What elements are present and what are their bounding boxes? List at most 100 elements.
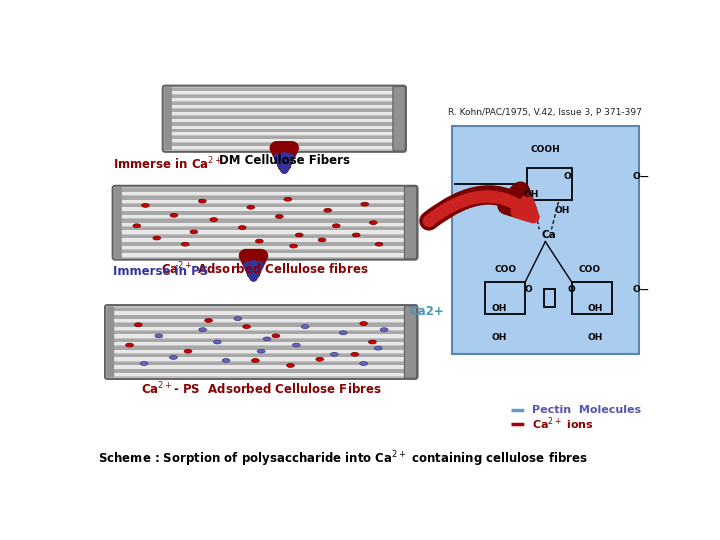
Text: O: O: [567, 286, 575, 294]
Bar: [118, 231, 412, 234]
Bar: [110, 315, 412, 319]
Bar: [110, 369, 412, 373]
Ellipse shape: [140, 362, 148, 366]
Bar: [168, 123, 400, 125]
Bar: [168, 88, 400, 91]
Ellipse shape: [184, 349, 192, 353]
Ellipse shape: [333, 224, 340, 228]
Text: Immerse in Ca$^{2+}$: Immerse in Ca$^{2+}$: [113, 156, 223, 172]
FancyBboxPatch shape: [393, 86, 405, 151]
Ellipse shape: [243, 325, 251, 328]
Bar: [110, 350, 412, 353]
Bar: [118, 222, 412, 226]
Bar: [544, 289, 554, 307]
Bar: [118, 196, 412, 200]
Ellipse shape: [190, 230, 198, 234]
Ellipse shape: [360, 362, 367, 366]
Text: O—: O—: [632, 286, 649, 294]
Text: OH: OH: [492, 303, 507, 313]
Bar: [110, 327, 412, 330]
Ellipse shape: [324, 208, 332, 212]
Ellipse shape: [135, 323, 142, 327]
Text: COOH: COOH: [531, 145, 560, 153]
Bar: [118, 234, 412, 238]
Bar: [168, 112, 400, 115]
Bar: [168, 105, 400, 108]
Ellipse shape: [126, 343, 133, 347]
Bar: [168, 109, 400, 112]
Bar: [110, 331, 412, 334]
Text: O: O: [563, 172, 571, 181]
Ellipse shape: [238, 226, 246, 230]
Bar: [168, 143, 400, 146]
Ellipse shape: [375, 242, 383, 246]
Text: Ca$^{2+}$ ions: Ca$^{2+}$ ions: [532, 415, 594, 432]
Ellipse shape: [222, 359, 230, 362]
Ellipse shape: [330, 353, 338, 356]
Bar: [118, 188, 412, 192]
FancyArrowPatch shape: [429, 197, 534, 221]
Text: OH: OH: [523, 190, 539, 199]
Ellipse shape: [170, 213, 178, 217]
Bar: [485, 282, 526, 314]
Bar: [168, 119, 400, 122]
Bar: [118, 250, 412, 253]
Ellipse shape: [251, 359, 259, 362]
Text: COO: COO: [494, 265, 516, 274]
Bar: [168, 146, 400, 149]
Bar: [168, 132, 400, 136]
Ellipse shape: [360, 322, 367, 326]
Ellipse shape: [204, 319, 212, 322]
Ellipse shape: [361, 202, 369, 206]
Ellipse shape: [301, 325, 309, 328]
Bar: [110, 319, 412, 322]
Ellipse shape: [352, 233, 360, 237]
Text: Ca: Ca: [542, 231, 557, 240]
Ellipse shape: [318, 238, 326, 242]
Bar: [110, 308, 412, 311]
Bar: [110, 354, 412, 357]
Text: Immerse in PS: Immerse in PS: [113, 265, 209, 278]
Bar: [572, 282, 611, 314]
FancyBboxPatch shape: [405, 306, 417, 378]
Text: Ca$^{2+}$ Adsorbed Cellulose fibres: Ca$^{2+}$ Adsorbed Cellulose fibres: [161, 261, 369, 278]
Ellipse shape: [272, 334, 279, 338]
Text: Ca$^{2+}$- PS  Adsorbed Cellulose Fibres: Ca$^{2+}$- PS Adsorbed Cellulose Fibres: [141, 381, 382, 397]
Bar: [118, 219, 412, 222]
Ellipse shape: [289, 244, 297, 248]
Bar: [168, 98, 400, 101]
Bar: [110, 357, 412, 361]
FancyBboxPatch shape: [452, 126, 639, 354]
Bar: [168, 102, 400, 105]
Ellipse shape: [264, 337, 271, 341]
Ellipse shape: [210, 218, 217, 221]
Text: Pectin  Molecules: Pectin Molecules: [532, 405, 642, 415]
Ellipse shape: [133, 224, 140, 228]
Bar: [118, 253, 412, 257]
Text: R. Kohn/PAC/1975, V.42, Issue 3, P 371-397: R. Kohn/PAC/1975, V.42, Issue 3, P 371-3…: [449, 108, 642, 117]
Bar: [110, 373, 412, 376]
Ellipse shape: [292, 343, 300, 347]
FancyBboxPatch shape: [112, 186, 418, 260]
Text: COO: COO: [579, 265, 601, 274]
Ellipse shape: [316, 357, 323, 361]
Text: Ca2+: Ca2+: [410, 305, 444, 318]
Bar: [168, 139, 400, 143]
Text: O: O: [524, 286, 532, 294]
Bar: [118, 227, 412, 231]
Ellipse shape: [213, 340, 221, 344]
Ellipse shape: [170, 355, 177, 359]
FancyBboxPatch shape: [163, 85, 406, 152]
Ellipse shape: [339, 331, 347, 335]
Text: Scheme : Sorption of polysaccharide into Ca$^{2+}$ containing cellulose fibres: Scheme : Sorption of polysaccharide into…: [98, 449, 588, 469]
Bar: [110, 323, 412, 327]
Text: OH: OH: [588, 303, 603, 313]
Ellipse shape: [369, 221, 377, 225]
Ellipse shape: [295, 233, 303, 237]
Ellipse shape: [257, 349, 265, 353]
Bar: [118, 204, 412, 207]
Ellipse shape: [199, 328, 207, 332]
Bar: [110, 346, 412, 350]
Ellipse shape: [142, 204, 149, 207]
Bar: [110, 311, 412, 315]
